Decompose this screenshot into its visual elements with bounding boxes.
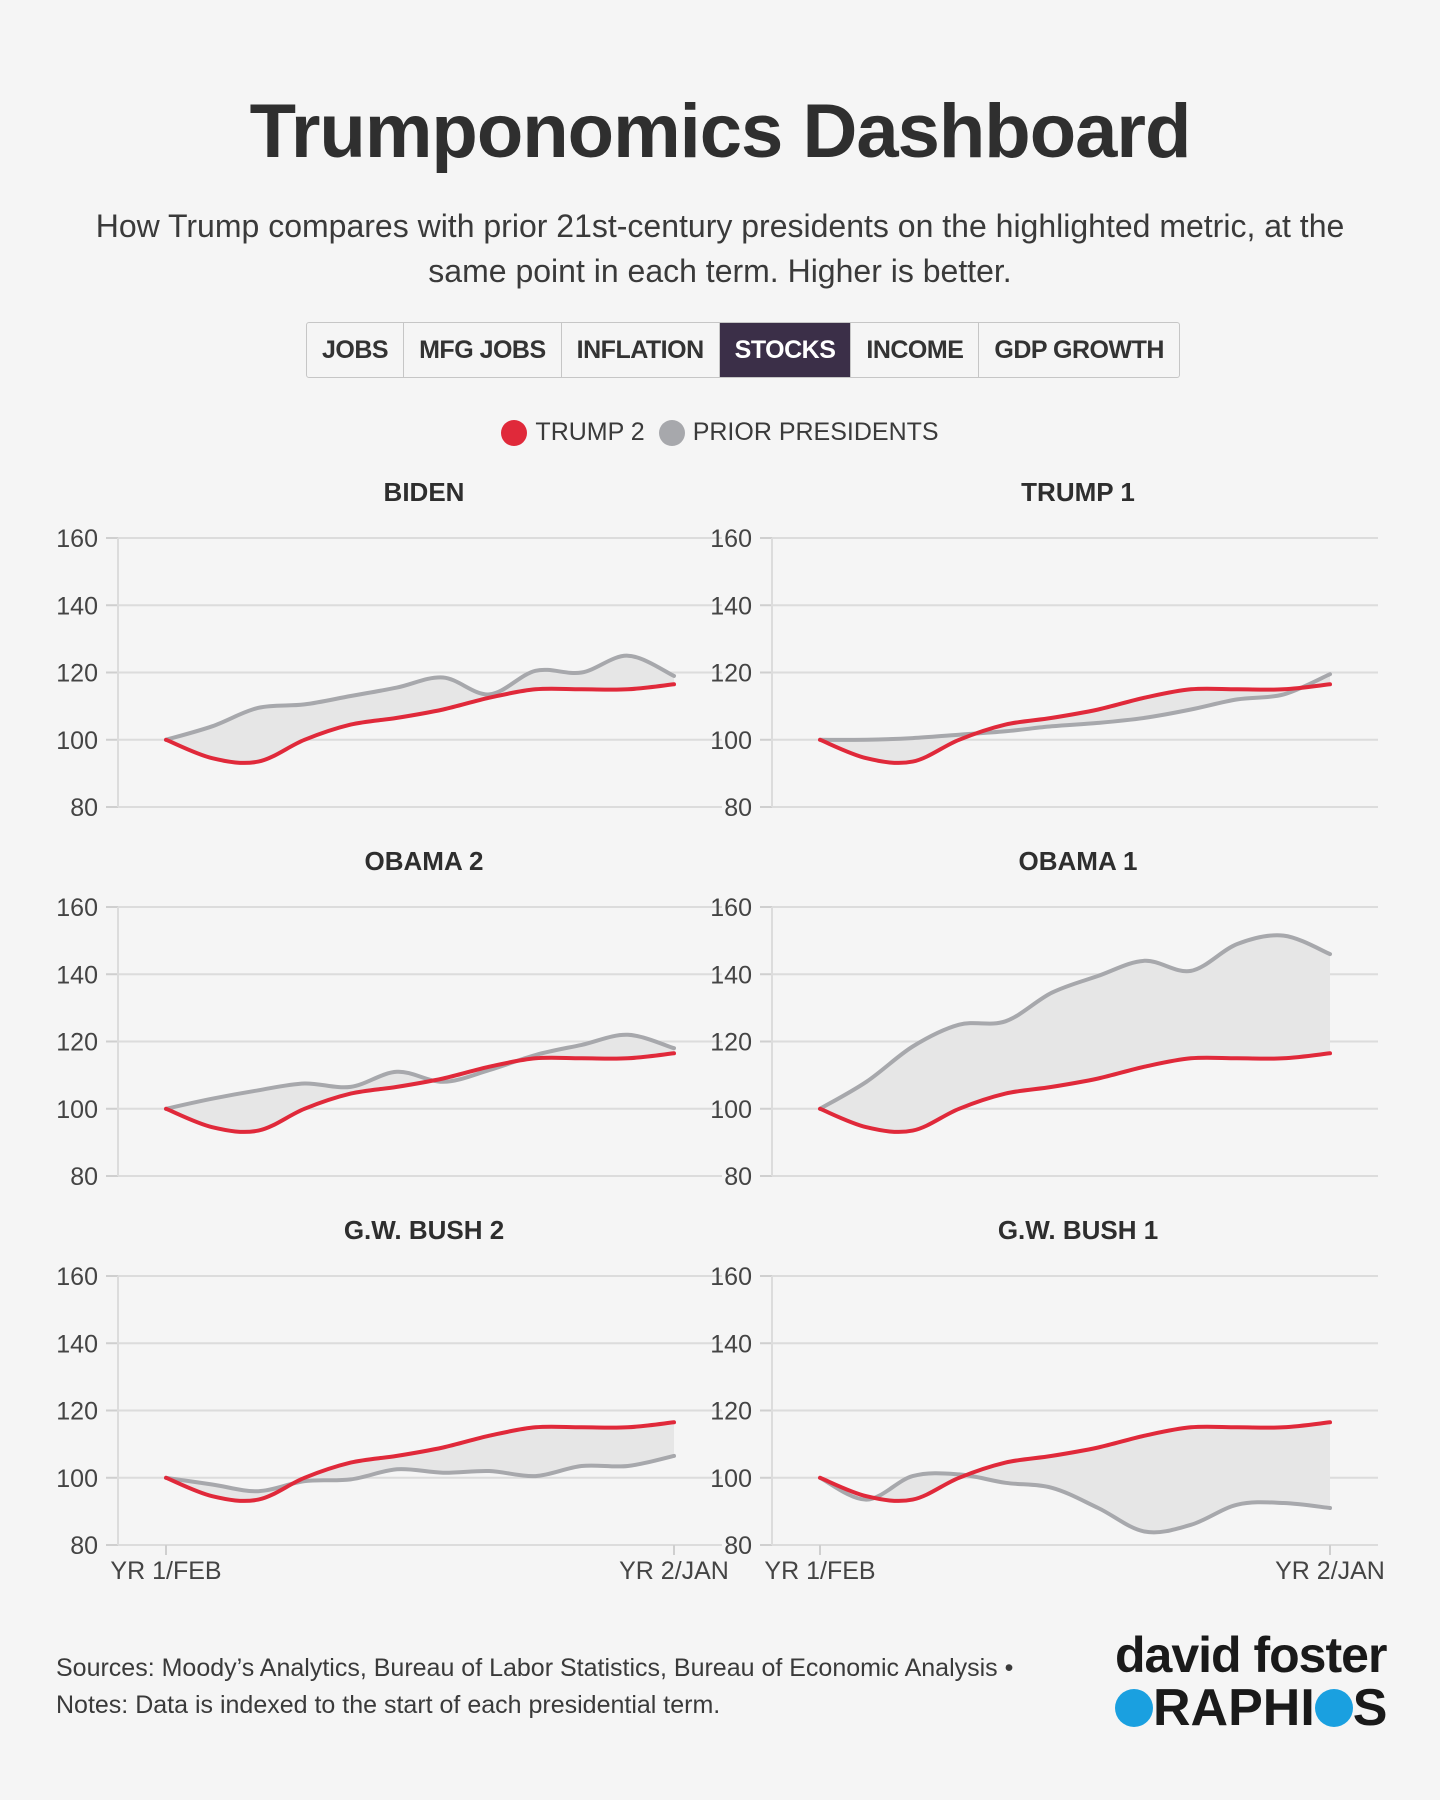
y-tick-label: 120 xyxy=(710,1398,752,1426)
footer-sources: Sources: Moody’s Analytics, Bureau of La… xyxy=(56,1654,1014,1682)
y-tick-label: 120 xyxy=(56,1029,98,1057)
tab-income[interactable]: INCOME xyxy=(851,323,980,377)
chart-legend: TRUMP 2 PRIOR PRESIDENTS xyxy=(0,418,1440,447)
panel-title: TRUMP 1 xyxy=(1021,477,1135,507)
panel-title: OBAMA 2 xyxy=(365,846,484,876)
gap-area xyxy=(820,935,1330,1132)
tab-stocks[interactable]: STOCKS xyxy=(719,323,852,377)
footer-notes: Sources: Moody’s Analytics, Bureau of La… xyxy=(56,1650,1036,1724)
page-title: Trumponomics Dashboard xyxy=(249,89,1192,174)
x-tick-label-end: YR 2/JAN xyxy=(1275,1557,1385,1585)
logo-line2: RAPHI S xyxy=(1115,1682,1405,1734)
legend-item-trump2: TRUMP 2 xyxy=(501,418,645,447)
y-tick-label: 140 xyxy=(710,1330,752,1358)
y-tick-label: 80 xyxy=(70,794,98,822)
tab-jobs[interactable]: JOBS xyxy=(307,323,405,377)
chart-panel-trump-1: TRUMP 1 160 140 120 100 80 xyxy=(710,477,1378,822)
logo-line2-text: RAPHI xyxy=(1153,1679,1315,1737)
chart-panel-obama-2: OBAMA 2 160 140 120 100 80 xyxy=(56,846,722,1191)
x-tick-label-end: YR 2/JAN xyxy=(619,1557,729,1585)
prior-president-line xyxy=(164,1032,676,1111)
y-tick-label: 140 xyxy=(56,1330,98,1358)
chart-panel-g-w-bush-2: G.W. BUSH 2 160 140 120 100 80 YR 1/FEB YR 2/JA… xyxy=(56,1215,729,1585)
trump2-line xyxy=(164,1051,676,1134)
page-subtitle: How Trump compares with prior 21st-centu… xyxy=(95,208,1345,289)
legend-label-trump2: TRUMP 2 xyxy=(535,418,645,446)
trump2-line xyxy=(818,1420,1332,1503)
y-tick-label: 80 xyxy=(70,1532,98,1560)
logo-circle-icon xyxy=(1115,1689,1153,1727)
panel-title: G.W. BUSH 1 xyxy=(998,1215,1158,1245)
y-tick-label: 160 xyxy=(56,894,98,922)
panel-title: OBAMA 1 xyxy=(1019,846,1138,876)
y-tick-label: 160 xyxy=(710,525,752,553)
chart-panel-obama-1: OBAMA 1 160 140 120 100 80 xyxy=(710,846,1378,1191)
logo-circle-icon-2 xyxy=(1314,1689,1353,1727)
chart-panel-g-w-bush-1: G.W. BUSH 1 160 140 120 100 80 YR 1/FEB YR 2/JA… xyxy=(710,1215,1385,1585)
legend-item-prior: PRIOR PRESIDENTS xyxy=(658,418,939,447)
y-tick-label: 160 xyxy=(710,894,752,922)
metric-tabs: JOBS MFG JOBS INFLATION STOCKS INCOME GD… xyxy=(306,322,1180,378)
panel-title: BIDEN xyxy=(384,477,465,507)
y-tick-label: 80 xyxy=(724,1163,752,1191)
prior-president-line xyxy=(164,653,676,742)
prior-president-line xyxy=(164,1453,676,1494)
prior-president-line xyxy=(818,1471,1332,1535)
tab-gdp-growth[interactable]: GDP GROWTH xyxy=(994,336,1164,364)
footer-notes-text: Notes: Data is indexed to the start of e… xyxy=(56,1691,721,1719)
x-tick-label-start: YR 1/FEB xyxy=(764,1557,875,1585)
y-tick-label: 120 xyxy=(710,1029,752,1057)
legend-dot-prior xyxy=(658,419,685,446)
gap-area xyxy=(166,1422,674,1501)
y-tick-label: 80 xyxy=(70,1163,98,1191)
y-tick-label: 120 xyxy=(56,660,98,688)
y-tick-label: 160 xyxy=(56,525,98,553)
y-tick-label: 120 xyxy=(56,1398,98,1426)
y-tick-label: 140 xyxy=(56,592,98,620)
trump2-line xyxy=(818,1051,1332,1134)
y-tick-label: 100 xyxy=(710,1465,752,1493)
prior-president-line xyxy=(818,933,1332,1111)
y-tick-label: 100 xyxy=(56,1465,98,1493)
trump2-line xyxy=(164,682,676,765)
y-tick-label: 100 xyxy=(56,727,98,755)
y-tick-label: 140 xyxy=(56,961,98,989)
y-tick-label: 120 xyxy=(710,660,752,688)
tab-inflation[interactable]: INFLATION xyxy=(562,323,720,377)
gap-area xyxy=(166,655,674,763)
x-tick-label-start: YR 1/FEB xyxy=(110,1557,221,1585)
y-tick-label: 100 xyxy=(710,1096,752,1124)
y-tick-label: 100 xyxy=(56,1096,98,1124)
prior-president-line xyxy=(818,672,1332,742)
chart-panel-biden: BIDEN 160 140 120 100 80 xyxy=(56,477,722,822)
logo-line1: david foster xyxy=(1115,1627,1387,1683)
gap-area xyxy=(166,1034,674,1132)
y-tick-label: 80 xyxy=(724,794,752,822)
y-tick-label: 140 xyxy=(710,961,752,989)
trump2-line xyxy=(164,1420,676,1503)
y-tick-label: 160 xyxy=(710,1263,752,1291)
gap-area xyxy=(820,674,1330,763)
panel-title: G.W. BUSH 2 xyxy=(344,1215,504,1245)
tab-mfg-jobs[interactable]: MFG JOBS xyxy=(404,323,562,377)
gap-area xyxy=(820,1422,1330,1533)
y-tick-label: 100 xyxy=(710,727,752,755)
legend-label-prior: PRIOR PRESIDENTS xyxy=(692,418,939,446)
y-tick-label: 160 xyxy=(56,1263,98,1291)
trump2-line xyxy=(818,682,1332,765)
y-tick-label: 80 xyxy=(724,1532,752,1560)
brand-logo: david foster RAPHI S xyxy=(1115,1630,1405,1734)
logo-line2-end: S xyxy=(1352,1679,1388,1737)
legend-dot-trump2 xyxy=(501,419,528,446)
y-tick-label: 140 xyxy=(710,592,752,620)
